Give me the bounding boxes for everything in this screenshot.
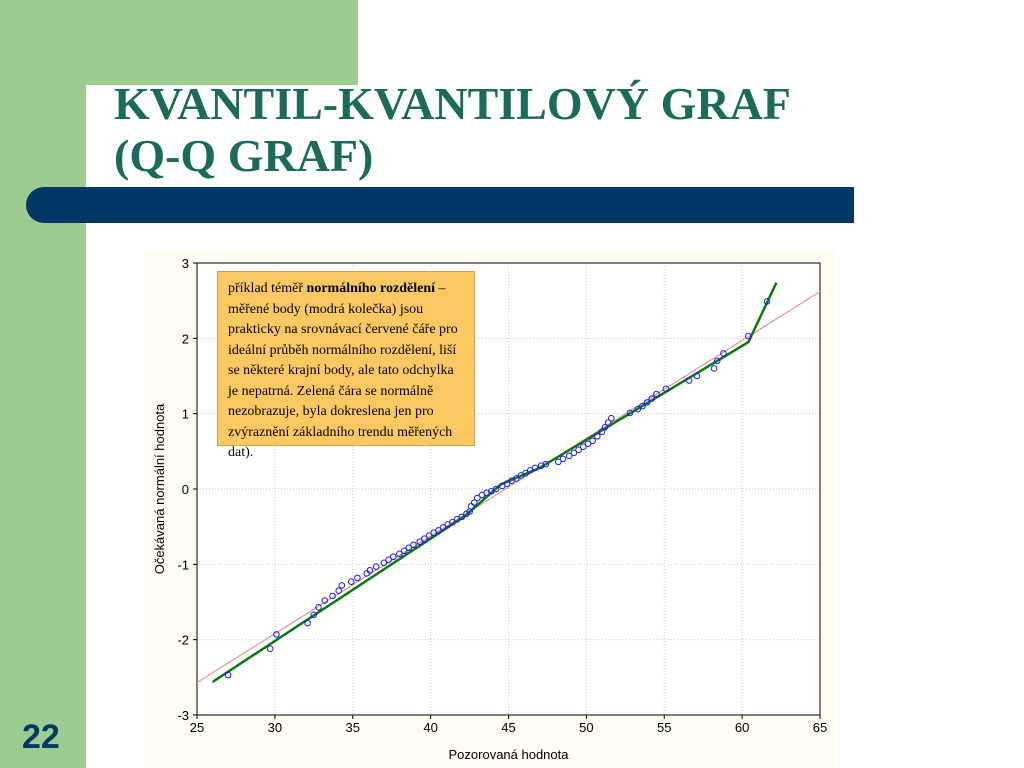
annotation-box: příklad téměř normálního rozdělení – měř… (217, 271, 475, 460)
data-point (589, 437, 596, 445)
data-point (470, 499, 478, 506)
data-point (385, 556, 392, 564)
x-axis-title: Pozorovaná hodnota (449, 747, 570, 762)
data-point (405, 544, 413, 552)
data-point (607, 414, 615, 422)
trend-line (211, 282, 778, 683)
y-tick-label: 3 (182, 256, 189, 271)
data-point (626, 409, 634, 417)
data-point (321, 597, 329, 604)
data-point (380, 559, 388, 567)
data-point (503, 480, 511, 488)
y-tick-label: 0 (182, 482, 189, 497)
x-tick-label: 25 (190, 720, 204, 735)
annotation-bold-text: normálního rozdělení (306, 281, 435, 296)
data-point (400, 547, 408, 555)
data-point (329, 592, 336, 600)
data-point (421, 535, 428, 543)
y-axis-title: Očekávaná normální hodnota (152, 403, 167, 574)
x-tick-label: 55 (657, 720, 671, 735)
data-point (763, 298, 771, 305)
page-number: 22 (22, 718, 60, 756)
data-point (579, 443, 587, 451)
x-tick-label: 45 (501, 720, 515, 735)
qq-chart: 25 30 35 40 45 50 55 60 65 3 2 1 0 -1 -2 -3 Pozorovaná h… (144, 250, 836, 768)
y-tick-label: 2 (182, 331, 189, 346)
annotation-text-1: příklad téměř (228, 281, 307, 296)
data-point (537, 462, 545, 469)
data-point (425, 532, 433, 540)
annotation-text-2: – měřené body (modrá kolečka) jsou prakt… (228, 281, 458, 460)
reference-line (196, 291, 821, 684)
data-point (634, 405, 642, 413)
data-point (720, 350, 727, 357)
data-point (570, 449, 578, 457)
data-point (598, 428, 606, 436)
data-point (639, 402, 646, 410)
title-underline-bar (26, 187, 854, 223)
data-point (338, 582, 346, 589)
slide-title-line1: KVANTIL-KVANTILOVÝ GRAF (114, 78, 791, 129)
data-point (396, 550, 403, 558)
data-point (304, 619, 311, 627)
top-band (86, 0, 358, 85)
data-point (575, 446, 582, 454)
y-tick-label: 1 (182, 407, 189, 422)
data-point (458, 513, 466, 521)
data-point (435, 527, 442, 534)
data-point (662, 385, 670, 393)
data-point (483, 489, 490, 497)
data-point (604, 419, 612, 427)
x-tick-label: 40 (423, 720, 437, 735)
data-point (542, 460, 550, 468)
data-point (474, 494, 481, 502)
slide-title: KVANTIL-KVANTILOVÝ GRAF (Q-Q GRAF) (114, 78, 791, 182)
x-tick-label: 60 (735, 720, 749, 735)
data-point (410, 541, 417, 549)
data-point (593, 432, 601, 440)
y-tick-label: -1 (177, 557, 189, 572)
side-band (0, 0, 86, 768)
data-point (565, 452, 573, 460)
data-point (449, 518, 456, 526)
x-tick-label: 35 (346, 720, 360, 735)
data-point (522, 469, 529, 477)
data-point (584, 440, 592, 448)
data-point (266, 645, 274, 653)
data-point (693, 372, 701, 380)
data-point (335, 587, 343, 595)
data-point (439, 524, 447, 531)
data-point (643, 399, 651, 406)
data-point (512, 475, 520, 482)
data-point (347, 578, 355, 585)
data-point (648, 395, 656, 402)
slide-title-line2: (Q-Q GRAF) (114, 130, 374, 181)
data-point (273, 631, 280, 638)
data-point (310, 611, 318, 619)
x-tick-label: 50 (579, 720, 593, 735)
data-point (492, 485, 500, 493)
data-point (653, 390, 660, 398)
data-point (713, 357, 721, 365)
x-tick-label: 30 (268, 720, 282, 735)
y-tick-label: -3 (177, 708, 189, 723)
data-point (555, 458, 562, 466)
data-point (745, 332, 752, 340)
data-point (416, 538, 424, 546)
data-point (354, 574, 361, 582)
data-point (366, 567, 374, 574)
data-point (601, 423, 609, 431)
data-point (389, 553, 397, 561)
data-point (372, 563, 380, 570)
data-point (710, 365, 718, 372)
data-point (559, 455, 567, 463)
data-point (224, 671, 232, 679)
data-point (315, 603, 322, 611)
data-point (685, 377, 693, 384)
x-tick-label: 65 (813, 720, 827, 735)
data-point (531, 464, 539, 472)
y-tick-label: -2 (177, 633, 189, 648)
